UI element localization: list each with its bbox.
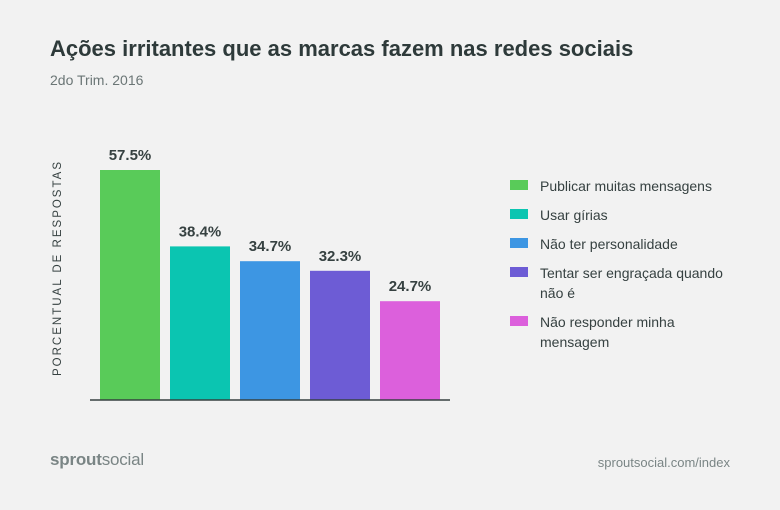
y-axis-label: PORCENTUAL DE RESPOSTAS	[52, 160, 64, 376]
sproutsocial-logo: sproutsocial	[50, 450, 144, 470]
legend-label: Não responder minha mensagem	[540, 314, 675, 350]
logo-regular-text: social	[101, 450, 144, 469]
chart-title: Ações irritantes que as marcas fazem nas…	[50, 36, 634, 61]
legend-swatch	[510, 238, 528, 248]
logo-bold-text: sprout	[50, 450, 102, 469]
legend-item: Não ter personalidade	[510, 234, 760, 254]
bar-value-label: 24.7%	[389, 278, 432, 295]
legend-item: Publicar muitas mensagens	[510, 176, 760, 196]
legend-item: Tentar ser engraçada quando não é	[510, 263, 760, 303]
legend-swatch	[510, 316, 528, 326]
bar	[170, 246, 230, 400]
legend-label: Usar gírias	[540, 207, 608, 223]
legend-swatch	[510, 267, 528, 277]
bar	[100, 170, 160, 400]
bar-value-label: 32.3%	[319, 248, 362, 265]
bar	[240, 261, 300, 400]
legend-item: Não responder minha mensagem	[510, 312, 760, 352]
legend-swatch	[510, 180, 528, 190]
bar-value-label: 34.7%	[249, 238, 292, 255]
bar	[380, 301, 440, 400]
legend-item: Usar gírias	[510, 205, 760, 225]
chart-subtitle: 2do Trim. 2016	[50, 72, 144, 88]
legend-swatch	[510, 209, 528, 219]
bar-value-label: 57.5%	[109, 147, 152, 164]
bar	[310, 270, 370, 400]
legend-label: Publicar muitas mensagens	[540, 178, 712, 194]
legend-label: Não ter personalidade	[540, 236, 678, 252]
legend-label: Tentar ser engraçada quando não é	[540, 265, 723, 301]
footer-url: sproutsocial.com/index	[597, 455, 730, 470]
chart-legend: Publicar muitas mensagens Usar gírias Nã…	[510, 176, 760, 361]
bar-value-label: 38.4%	[179, 223, 222, 240]
